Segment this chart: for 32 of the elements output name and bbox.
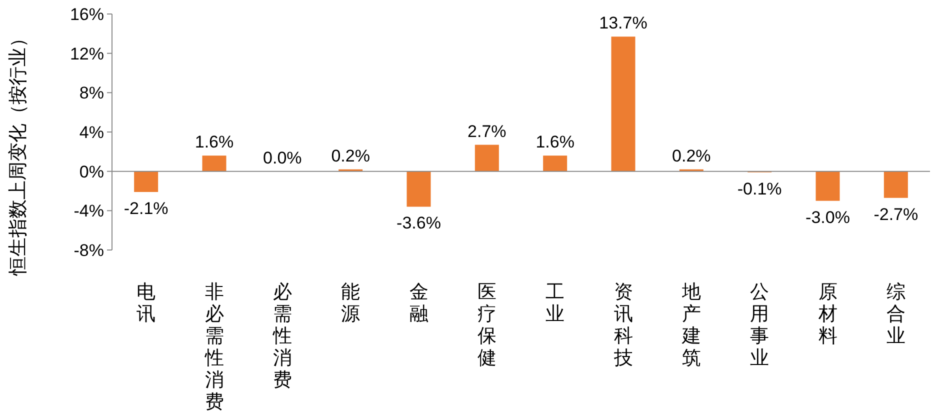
x-tick-label: 工业	[546, 282, 565, 325]
x-tick-label: 能源	[341, 282, 360, 325]
data-label: 1.6%	[536, 132, 574, 152]
x-tick-label: 医疗保健	[477, 282, 496, 369]
x-tick-label: 金融	[409, 282, 428, 325]
x-tick-label: 资讯科技	[612, 282, 633, 369]
x-tick-label: 地产建筑	[680, 282, 701, 369]
y-tick-label: -8%	[74, 241, 104, 260]
data-label: 0.2%	[331, 146, 370, 166]
data-label: -2.7%	[874, 204, 918, 224]
data-label: 2.7%	[468, 122, 506, 141]
y-tick-label: -4%	[74, 202, 104, 221]
data-label: -3.0%	[806, 208, 850, 227]
data-label: 13.7%	[599, 14, 648, 33]
data-label: -3.6%	[396, 214, 441, 233]
y-tick-label: 12%	[70, 44, 104, 64]
data-label: -2.1%	[124, 198, 168, 218]
x-tick-label: 原材料	[817, 282, 838, 347]
x-tick-label: 必需性消费	[272, 282, 292, 391]
y-axis-title: 恒生指数上周变化（按行业）	[7, 28, 29, 276]
y-tick-label: 0%	[79, 162, 104, 182]
x-tick-label: 非必需性消费	[204, 282, 224, 413]
data-label: 0.2%	[672, 146, 711, 166]
x-tick-label: 电讯	[136, 282, 156, 325]
x-tick-label: 综合业	[886, 282, 906, 347]
y-tick-label: 8%	[79, 84, 104, 103]
data-label: 0.0%	[263, 148, 302, 168]
x-tick-label: 公用事业	[750, 282, 770, 369]
y-tick-label: 16%	[70, 5, 104, 24]
y-tick-label: 4%	[79, 123, 104, 142]
data-label: 1.6%	[194, 132, 234, 152]
data-label: -0.1%	[737, 179, 782, 198]
